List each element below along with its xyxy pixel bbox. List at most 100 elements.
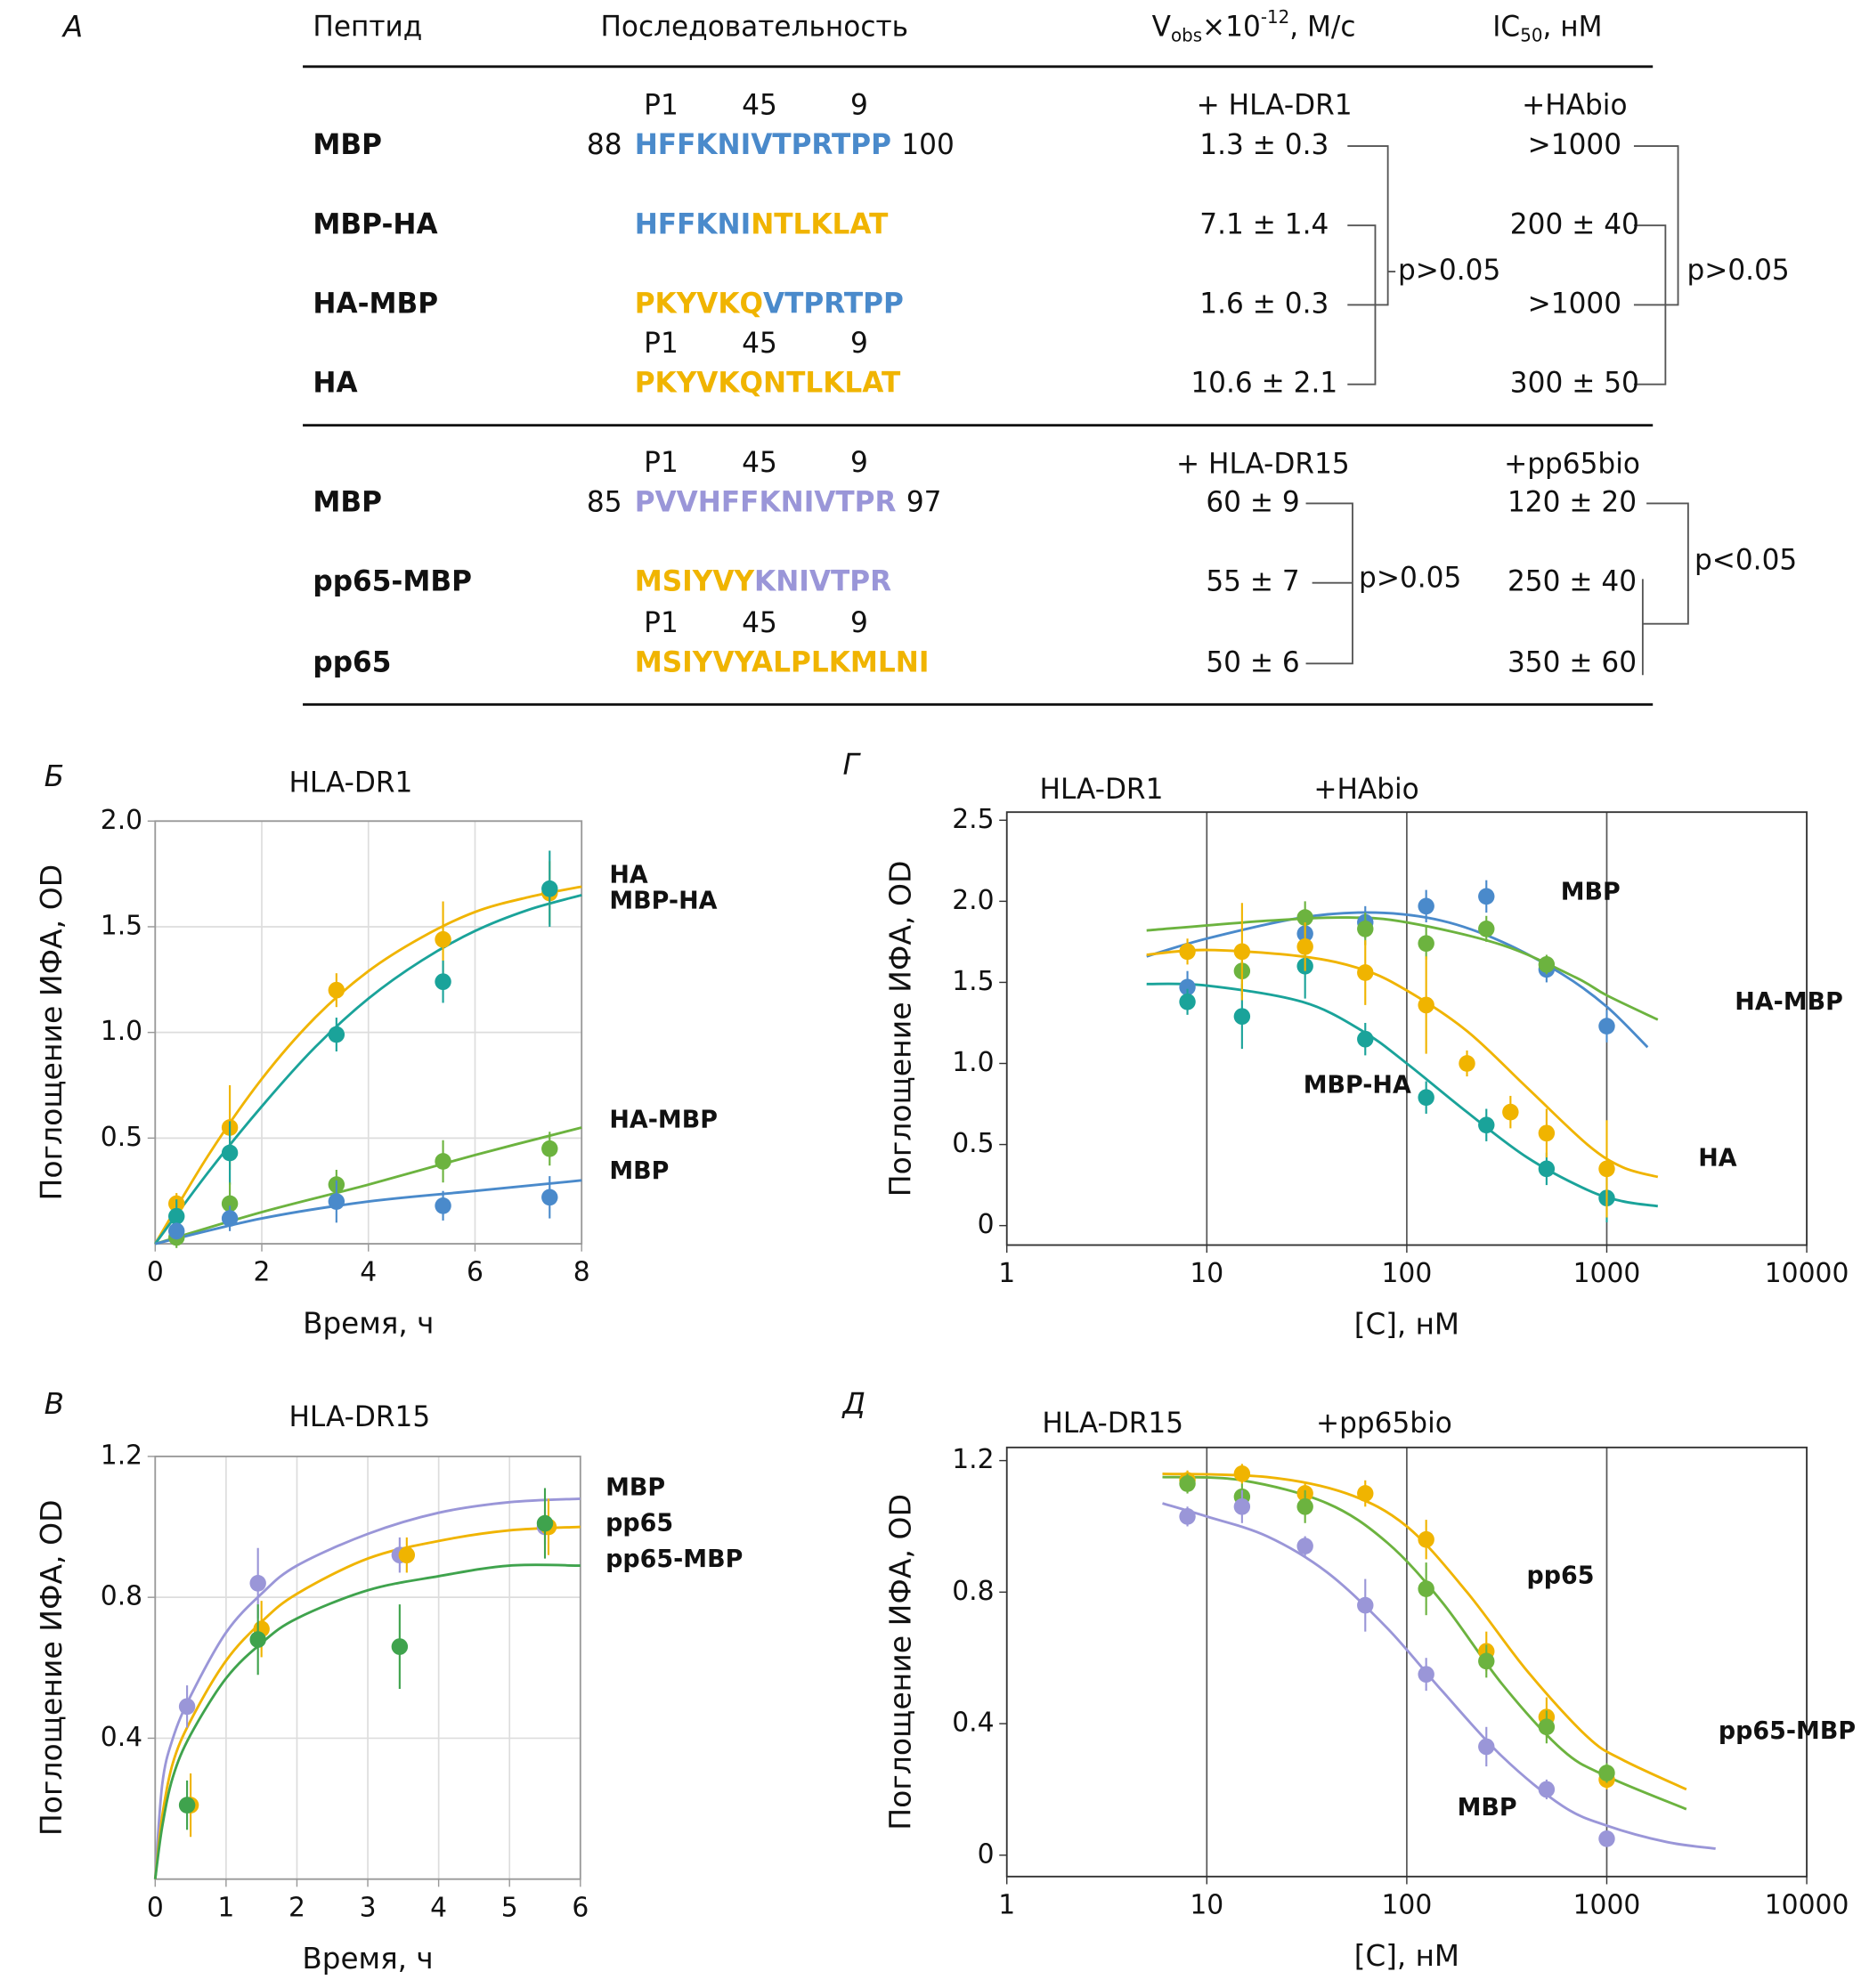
- peptide-name: MBP: [313, 486, 382, 518]
- data-point: [328, 981, 345, 999]
- y-axis-label: Поглощение ИФА, OD: [35, 1499, 69, 1836]
- fit-curve: [1162, 1502, 1716, 1850]
- data-point: [1418, 935, 1434, 953]
- x-tick-label: 3: [360, 1892, 377, 1923]
- y-tick-label: 1.5: [952, 966, 994, 997]
- data-point: [536, 1514, 554, 1532]
- data-point: [328, 1026, 345, 1043]
- data-point: [435, 930, 451, 948]
- data-point: [1418, 1530, 1434, 1548]
- position-marker: 9: [850, 328, 868, 360]
- fit-curve: [153, 1497, 581, 1879]
- series-label: MBP-HA: [1304, 1071, 1411, 1099]
- data-point: [541, 1140, 558, 1157]
- data-point: [178, 1698, 196, 1716]
- panel-letter: В: [45, 1387, 64, 1421]
- data-point: [1418, 897, 1434, 915]
- fit-curve: [1162, 1472, 1687, 1791]
- data-point: [1418, 1580, 1434, 1598]
- data-point: [1296, 938, 1313, 955]
- position-marker: P1: [644, 447, 679, 479]
- data-point: [1478, 1116, 1495, 1134]
- panel-letter: А: [61, 10, 83, 44]
- ic50: 200 ± 40: [1510, 208, 1639, 240]
- data-point: [1538, 1160, 1556, 1178]
- sequence-segment: NTLKLAT: [751, 208, 889, 240]
- x-tick-label: 1: [217, 1892, 234, 1923]
- position-marker: P1: [644, 328, 679, 360]
- x-tick-label: 4: [430, 1892, 447, 1923]
- peptide-name: MBP-HA: [313, 208, 438, 240]
- data-point: [178, 1797, 196, 1814]
- x-tick-label: 5: [501, 1892, 518, 1923]
- series-label: pp65: [1527, 1562, 1595, 1590]
- y-tick-label: 0.8: [952, 1576, 994, 1607]
- chart-title: HLA-DR15: [1042, 1408, 1183, 1440]
- data-point: [1233, 1008, 1251, 1026]
- data-point: [1179, 1508, 1196, 1525]
- data-point: [1459, 1055, 1475, 1072]
- sequence-segment: KNIVTPR: [754, 566, 891, 598]
- chart-subtitle: +HAbio: [1313, 774, 1418, 806]
- header-sequence: Последовательность: [600, 12, 908, 44]
- data-point: [398, 1546, 416, 1564]
- data-point: [1179, 943, 1196, 961]
- sequence: HFFKNIVTPRTPP 100: [635, 129, 955, 161]
- sequence-segment: PVVHFFKNIVTPR: [635, 486, 897, 518]
- fit-curve: [153, 1525, 581, 1879]
- header-ic-unit: , нМ: [1542, 12, 1602, 44]
- position-marker: 45: [742, 89, 777, 121]
- data-point: [1296, 1538, 1313, 1554]
- x-tick-label: 100: [1382, 1258, 1433, 1289]
- peptide-name: HA-MBP: [313, 288, 438, 320]
- sequence: MSIYVYALPLKMLNI: [635, 646, 930, 678]
- x-tick-label: 2: [288, 1892, 305, 1923]
- x-tick-label: 100: [1382, 1889, 1433, 1920]
- position-marker: 9: [850, 447, 868, 479]
- data-point: [168, 1207, 185, 1225]
- position-marker: 45: [742, 328, 777, 360]
- series-label: MBP: [605, 1473, 665, 1501]
- brackets: [1305, 145, 1689, 676]
- x-tick-label: 1000: [1573, 1889, 1641, 1920]
- position-marker: 45: [742, 447, 777, 479]
- sequence: HFFKNINTLKLAT: [635, 208, 889, 240]
- p-value: p>0.05: [1686, 255, 1789, 287]
- ic50: >1000: [1528, 288, 1621, 320]
- sequence: PKYVKQVTPRTPP: [635, 288, 904, 320]
- sequence: PKYVKQNTLKLAT: [635, 367, 901, 399]
- position-marker: 9: [850, 607, 868, 639]
- x-tick-label: 10000: [1765, 1889, 1849, 1920]
- y-axis-label: Поглощение ИФА, OD: [35, 864, 69, 1201]
- seq-start: 85: [587, 486, 622, 518]
- x-axis-label: Время, ч: [303, 1306, 434, 1340]
- x-axis-label: Время, ч: [302, 1942, 433, 1976]
- data-point: [1478, 920, 1495, 937]
- bracket: [1633, 145, 1679, 385]
- peptide-name: pp65: [313, 646, 391, 678]
- header-v: Vobs×10-12, M/c: [1152, 6, 1356, 45]
- position-marker: 45: [742, 607, 777, 639]
- data-point: [1418, 1666, 1434, 1684]
- data-point: [435, 1197, 451, 1214]
- panel-letter: Б: [45, 759, 64, 793]
- data-point: [1598, 1018, 1615, 1035]
- fit-curve: [1146, 916, 1659, 1021]
- series-label: HA-MBP: [1735, 988, 1843, 1016]
- x-tick-label: 2: [254, 1257, 271, 1288]
- sequence-segment: PKYVKQNTLKLAT: [635, 367, 901, 399]
- y-tick-label: 1.0: [101, 1016, 142, 1047]
- x-tick-label: 10: [1190, 1889, 1223, 1920]
- data-point: [1538, 1781, 1556, 1798]
- fit-curve: [154, 885, 582, 1245]
- series-label: MBP: [1458, 1794, 1517, 1822]
- header-v-unit: , M/c: [1289, 12, 1355, 44]
- data-point: [1296, 1497, 1313, 1515]
- bracket: [1641, 502, 1689, 676]
- y-axis-label: Поглощение ИФА, OD: [884, 1494, 918, 1830]
- y-tick-label: 2.5: [952, 804, 994, 835]
- data-point: [1179, 978, 1196, 996]
- x-tick-label: 1: [998, 1258, 1015, 1289]
- data-point: [1357, 1030, 1374, 1048]
- y-tick-label: 0.5: [952, 1128, 994, 1159]
